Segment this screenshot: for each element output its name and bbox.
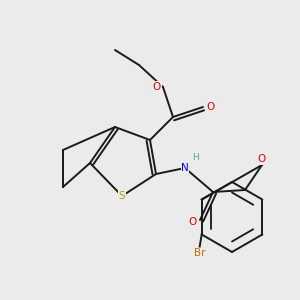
Text: O: O [189, 217, 197, 227]
Text: S: S [119, 191, 125, 201]
Text: O: O [206, 102, 214, 112]
Text: O: O [153, 82, 161, 92]
Text: H: H [192, 153, 199, 162]
Text: O: O [258, 154, 266, 164]
Text: N: N [181, 163, 189, 173]
Text: Br: Br [194, 248, 206, 259]
